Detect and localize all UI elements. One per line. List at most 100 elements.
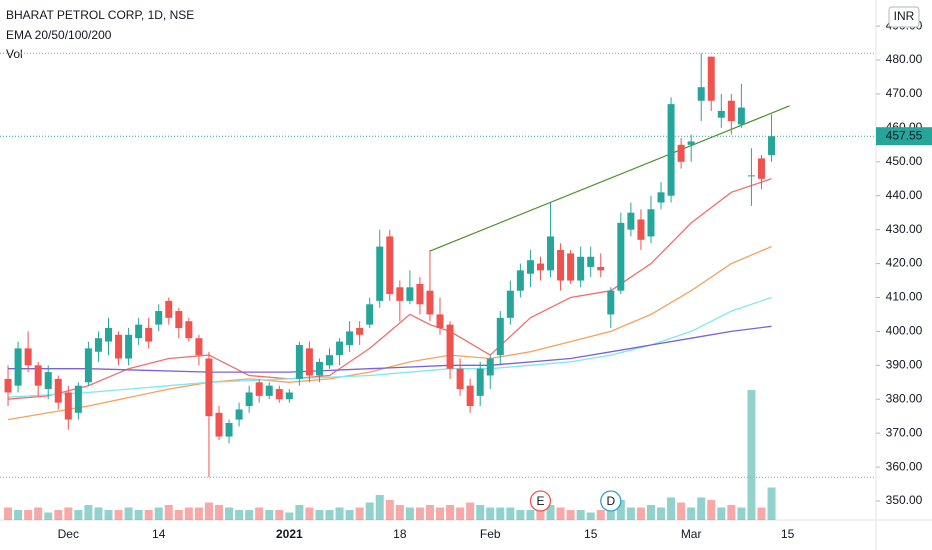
volume-bar [225, 507, 234, 520]
volume-bar [84, 505, 93, 520]
volume-bar [697, 497, 706, 520]
candle-body [506, 290, 514, 318]
candle-body [64, 392, 72, 420]
volume-bar [496, 507, 505, 520]
candle-body [697, 87, 705, 101]
indicator-label: EMA 20/50/100/200 [6, 28, 112, 42]
candle-body [416, 283, 424, 305]
volume-bar [184, 507, 193, 520]
candle-body [34, 365, 42, 386]
candle-body [295, 344, 303, 379]
y-tick-label: 440.00 [886, 188, 923, 202]
candle-body [386, 236, 394, 295]
x-tick-label: 18 [393, 527, 407, 541]
volume-bar [385, 500, 394, 520]
candle-body [305, 348, 313, 376]
candle-body [215, 412, 223, 437]
candle-body [677, 144, 685, 162]
y-tick-label: 480.00 [886, 52, 923, 66]
candle-body [265, 385, 273, 396]
candle-body [135, 324, 143, 339]
y-tick-label: 410.00 [886, 290, 923, 304]
candle-body [587, 256, 595, 267]
volume-bar [285, 512, 294, 520]
volume-bar [687, 507, 696, 520]
ema-line [7, 178, 772, 400]
volume-bar [536, 507, 545, 520]
candle-body [205, 358, 213, 417]
candle-body [637, 219, 645, 240]
volume-bar [476, 505, 485, 520]
candle-body [567, 253, 575, 281]
candle-body [747, 175, 755, 177]
candle-body [687, 141, 695, 145]
candle-body [547, 236, 555, 271]
volume-bar [767, 487, 776, 520]
volume-bar [144, 510, 153, 520]
candle-body [647, 209, 655, 237]
candle-body [4, 378, 12, 393]
y-tick-label: 470.00 [886, 86, 923, 100]
candle-body [496, 317, 504, 356]
volume-bar [405, 507, 414, 520]
volume-bar [717, 507, 726, 520]
volume-bar [737, 507, 746, 520]
candle-body [84, 348, 92, 383]
volume-bar [636, 507, 645, 520]
volume-bar [365, 502, 374, 520]
volume-bar [305, 507, 314, 520]
volume-bar [516, 510, 525, 520]
volume-bar [606, 505, 615, 520]
candle-body [175, 311, 183, 329]
volume-bar [204, 502, 213, 520]
candle-body [536, 263, 544, 271]
volume-bar [436, 507, 445, 520]
candle-body [245, 392, 253, 407]
volume-bar [345, 510, 354, 520]
candle-body [436, 314, 444, 329]
volume-bar [526, 510, 535, 520]
volume-bar [667, 497, 676, 520]
volume-bar [64, 507, 73, 520]
candle-body [235, 409, 243, 420]
trendline [429, 105, 790, 252]
y-tick-label: 390.00 [886, 357, 923, 371]
volume-bar [576, 510, 585, 520]
volume-bar [626, 507, 635, 520]
candle-body [104, 328, 112, 342]
volume-bar [415, 507, 424, 520]
volume-bar [34, 507, 43, 520]
volume-bar [174, 510, 183, 520]
volume-bar [24, 510, 33, 520]
volume-bar [235, 510, 244, 520]
volume-bar [355, 507, 364, 520]
volume-bar [134, 510, 143, 520]
candle-body [577, 256, 585, 281]
x-tick-label: 15 [781, 527, 795, 541]
candle-body [74, 385, 82, 413]
candle-body [54, 378, 62, 403]
candle-body [396, 287, 404, 301]
indicator-label: Vol [6, 47, 23, 61]
volume-bar [194, 507, 203, 520]
x-tick-label: Mar [681, 527, 702, 541]
event-label: E [536, 494, 544, 508]
y-tick-label: 450.00 [886, 154, 923, 168]
volume-bar [275, 510, 284, 520]
candle-body [737, 107, 745, 125]
chart-title: BHARAT PETROL CORP, 1D, NSE [6, 8, 194, 22]
volume-bar [707, 500, 716, 520]
volume-bar [486, 507, 495, 520]
volume-bar [44, 512, 53, 520]
volume-bar [164, 505, 173, 520]
x-tick-label: Feb [480, 527, 501, 541]
volume-bar [315, 510, 324, 520]
volume-bar [154, 507, 163, 520]
candle-body [336, 341, 344, 356]
volume-bar [506, 507, 515, 520]
candle-body [326, 355, 334, 366]
volume-bar [325, 510, 334, 520]
candle-body [145, 328, 153, 342]
candle-body [115, 334, 123, 359]
